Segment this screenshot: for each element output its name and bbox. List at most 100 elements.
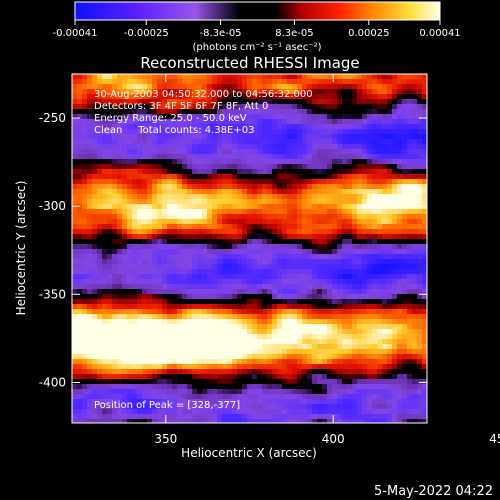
heatmap-cell	[122, 334, 128, 340]
heatmap-cell	[267, 419, 273, 423]
heatmap-cell	[407, 309, 413, 315]
heatmap-cell	[192, 204, 198, 210]
heatmap-cell	[127, 254, 133, 260]
heatmap-cell	[77, 124, 83, 130]
heatmap-cell	[362, 289, 368, 295]
heatmap-cell	[307, 329, 313, 335]
heatmap-cell	[307, 379, 313, 385]
heatmap-cell	[242, 194, 248, 200]
heatmap-cell	[77, 199, 83, 205]
colorbar-tick-label: 0.00041	[419, 28, 460, 39]
heatmap-cell	[397, 234, 403, 240]
heatmap-cell	[102, 369, 108, 375]
heatmap-cell	[187, 384, 193, 390]
heatmap-cell	[282, 284, 288, 290]
heatmap-cell	[407, 179, 413, 185]
heatmap-cell	[97, 419, 103, 423]
heatmap-cell	[327, 179, 333, 185]
heatmap-cell	[197, 364, 203, 370]
heatmap-cell	[372, 139, 378, 145]
heatmap-cell	[77, 109, 83, 115]
heatmap-cell	[372, 264, 378, 270]
heatmap-cell	[162, 269, 168, 275]
heatmap-cell	[207, 354, 213, 360]
heatmap-cell	[417, 204, 423, 210]
heatmap-cell	[307, 144, 313, 150]
heatmap-cell	[72, 84, 78, 90]
heatmap-cell	[162, 204, 168, 210]
heatmap-cell	[352, 289, 358, 295]
heatmap-cell	[327, 234, 333, 240]
heatmap-cell	[282, 94, 288, 100]
heatmap-cell	[227, 309, 233, 315]
heatmap-cell	[132, 204, 138, 210]
heatmap-cell	[92, 319, 98, 325]
heatmap-cell	[152, 254, 158, 260]
heatmap-cell	[242, 399, 248, 405]
heatmap-cell	[92, 349, 98, 355]
heatmap-cell	[152, 89, 158, 95]
heatmap-cell	[337, 124, 343, 130]
heatmap-cell	[157, 169, 163, 175]
heatmap-cell	[142, 294, 148, 300]
heatmap-cell	[152, 164, 158, 170]
heatmap-cell	[232, 119, 238, 125]
heatmap-cell	[237, 354, 243, 360]
heatmap-cell	[387, 224, 393, 230]
heatmap-cell	[282, 374, 288, 380]
heatmap-cell	[117, 319, 123, 325]
heatmap-cell	[162, 309, 168, 315]
heatmap-cell	[97, 399, 103, 405]
heatmap-cell	[277, 164, 283, 170]
heatmap-cell	[257, 159, 263, 165]
heatmap-cell	[297, 399, 303, 405]
heatmap-cell	[282, 244, 288, 250]
heatmap-cell	[72, 214, 78, 220]
heatmap-cell	[292, 149, 298, 155]
heatmap-cell	[167, 199, 173, 205]
heatmap-cell	[182, 199, 188, 205]
heatmap-cell	[387, 254, 393, 260]
heatmap-cell	[407, 294, 413, 300]
heatmap-cell	[112, 274, 118, 280]
heatmap-cell	[362, 349, 368, 355]
heatmap-cell	[217, 374, 223, 380]
heatmap-cell	[392, 209, 398, 215]
heatmap-cell	[197, 204, 203, 210]
heatmap-cell	[412, 114, 418, 120]
heatmap-cell	[217, 104, 223, 110]
heatmap-cell	[362, 234, 368, 240]
heatmap-cell	[302, 259, 308, 265]
heatmap-cell	[112, 224, 118, 230]
heatmap-cell	[302, 124, 308, 130]
heatmap-cell	[197, 299, 203, 305]
heatmap-cell	[347, 209, 353, 215]
heatmap-cell	[332, 414, 338, 420]
heatmap-cell	[372, 279, 378, 285]
heatmap-cell	[177, 354, 183, 360]
heatmap-cell	[247, 209, 253, 215]
heatmap-cell	[97, 119, 103, 125]
heatmap-cell	[222, 149, 228, 155]
heatmap-cell	[422, 364, 428, 370]
heatmap-cell	[92, 234, 98, 240]
heatmap-cell	[142, 354, 148, 360]
heatmap-cell	[197, 369, 203, 375]
heatmap-cell	[287, 309, 293, 315]
heatmap-cell	[407, 99, 413, 105]
heatmap-cell	[367, 194, 373, 200]
heatmap-cell	[322, 119, 328, 125]
heatmap-cell	[277, 349, 283, 355]
heatmap-cell	[77, 219, 83, 225]
heatmap-cell	[287, 344, 293, 350]
heatmap-cell	[242, 214, 248, 220]
heatmap-cell	[277, 399, 283, 405]
heatmap-cell	[217, 399, 223, 405]
heatmap-cell	[217, 129, 223, 135]
heatmap-cell	[272, 249, 278, 255]
heatmap-cell	[307, 234, 313, 240]
heatmap-cell	[387, 119, 393, 125]
heatmap-cell	[332, 124, 338, 130]
heatmap-cell	[187, 144, 193, 150]
heatmap-cell	[107, 254, 113, 260]
